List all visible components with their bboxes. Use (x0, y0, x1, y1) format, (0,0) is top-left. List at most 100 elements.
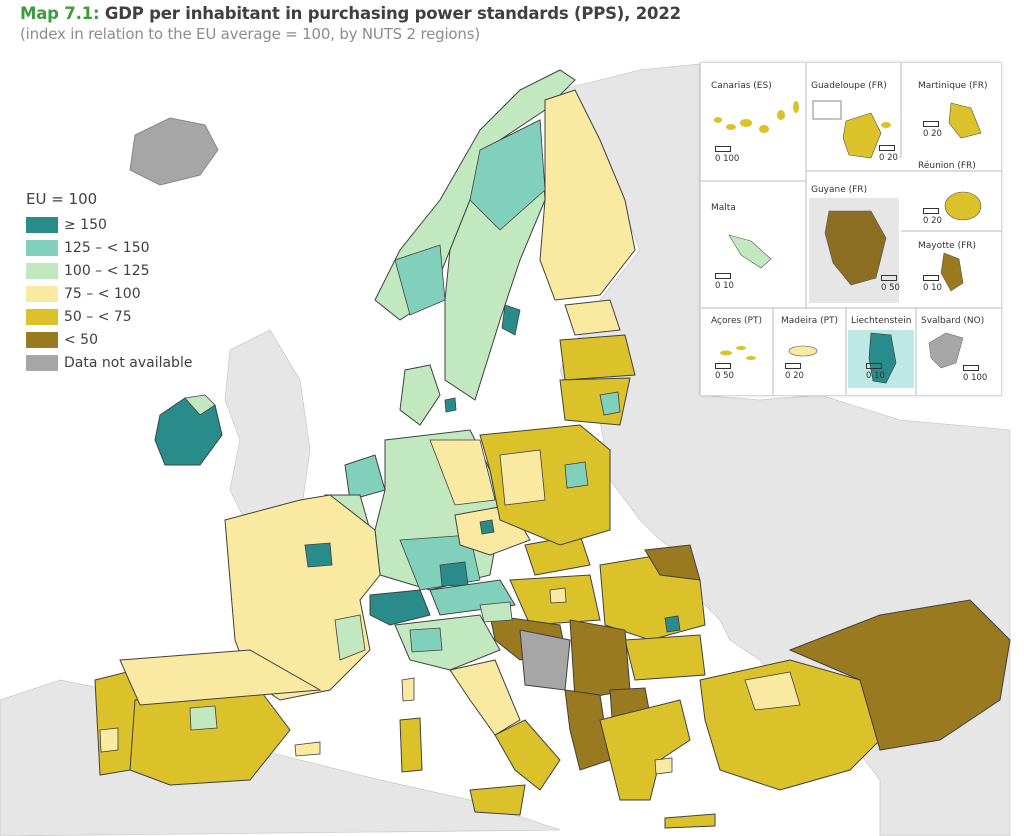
netherlands-region (344, 454, 386, 501)
bulgaria-region (624, 634, 706, 681)
turkey-east-region (788, 599, 1011, 751)
scale-bar-mayotte: 0 10 (923, 275, 942, 293)
map-subtitle: (index in relation to the EU average = 1… (20, 25, 480, 43)
inset-maps-panel: Canarias (ES) 0 100 Guadeloupe (FR) 0 20… (700, 62, 1002, 396)
scale-label: 0 100 (715, 154, 740, 164)
inset-label-acores: Açores (PT) (711, 316, 762, 326)
legend-label: < 50 (64, 331, 98, 348)
rhone-alpes-region (334, 614, 366, 661)
lisbon-region (99, 727, 119, 753)
inset-label-reunion: Réunion (FR) (918, 161, 976, 171)
sardinia-region (399, 717, 423, 773)
italy-central-region (449, 659, 521, 736)
poland-west-region (499, 449, 546, 506)
northern-ireland-region (184, 394, 216, 416)
serbia-region (569, 619, 631, 701)
prague-region (479, 519, 495, 535)
legend-title: EU = 100 (26, 190, 98, 208)
legend-item: ≥ 150 (26, 213, 192, 236)
warsaw-region (564, 461, 589, 489)
map-number: Map 7.1: (20, 4, 100, 23)
legend-label: Data not available (64, 354, 193, 371)
germany-east-region (429, 439, 496, 506)
slovenia-region (479, 601, 513, 623)
legend-swatch (26, 262, 58, 279)
lithuania-region (559, 377, 631, 426)
scale-label: 0 20 (923, 216, 942, 226)
svalbard-islands (928, 332, 964, 369)
munich-region (439, 561, 469, 587)
scale-bar-madeira: 0 20 (785, 363, 804, 381)
legend-label: ≥ 150 (64, 216, 107, 233)
acores-islands (720, 346, 756, 360)
legend-item: 75 – < 100 (26, 282, 192, 305)
map-title-text: GDP per inhabitant in purchasing power s… (99, 4, 681, 23)
turkey-west-region (699, 659, 881, 791)
reunion-island (944, 191, 982, 221)
scale-bar-acores: 0 50 (715, 363, 734, 381)
martinique-island (948, 102, 982, 139)
bucharest-region (664, 615, 681, 633)
guadeloupe-island (812, 100, 891, 159)
italy-north-region (394, 614, 501, 671)
crete-region (664, 813, 716, 829)
map-title: Map 7.1: GDP per inhabitant in purchasin… (20, 4, 681, 23)
scale-label: 0 100 (963, 373, 988, 383)
estonia-region (564, 299, 621, 336)
scale-label: 0 50 (881, 283, 900, 293)
scale-bar-martinique: 0 20 (923, 121, 942, 139)
legend-item: 125 – < 150 (26, 236, 192, 259)
moldova-region (644, 544, 701, 581)
inset-label-canarias: Canarias (ES) (711, 81, 772, 91)
vilnius-region (599, 391, 621, 416)
legend-swatch (26, 308, 58, 325)
corsica-region (401, 677, 415, 702)
copenhagen-region (444, 397, 457, 413)
inset-label-liechtenstein: Liechtenstein (851, 316, 912, 326)
madeira-island (788, 345, 818, 357)
italy-south-region (494, 719, 561, 791)
latvia-region (559, 334, 636, 381)
legend-swatch (26, 216, 58, 233)
scale-label: 0 20 (785, 371, 804, 381)
spain-north-region (119, 649, 322, 706)
athens-region (654, 757, 673, 775)
scale-label: 0 10 (866, 371, 885, 381)
inset-label-mayotte: Mayotte (FR) (918, 241, 977, 251)
sicily-region (469, 784, 526, 816)
scale-bar-reunion: 0 20 (923, 208, 942, 226)
scale-label: 0 20 (879, 153, 898, 163)
map-legend: EU = 100 ≥ 150 125 – < 150 100 – < 125 7… (26, 190, 192, 374)
legend-swatch (26, 331, 58, 348)
scale-label: 0 10 (923, 283, 942, 293)
legend-label: 50 – < 75 (64, 308, 132, 325)
scale-bar-svalbard: 0 100 (963, 365, 987, 383)
balearic-region (294, 741, 321, 757)
legend-swatch (26, 239, 58, 256)
iceland-region (129, 117, 219, 186)
stockholm-region (501, 304, 521, 336)
sweden-north-region (469, 119, 546, 231)
scale-bar-guyane: 0 50 (881, 275, 900, 293)
inset-label-madeira: Madeira (PT) (781, 316, 839, 326)
milan-region (409, 627, 443, 653)
scale-bar-liechtenstein: 0 10 (866, 363, 885, 381)
inset-label-martinique: Martinique (FR) (918, 81, 988, 91)
legend-item: < 50 (26, 328, 192, 351)
bosnia-region (519, 629, 571, 691)
legend-item: 100 – < 125 (26, 259, 192, 282)
legend-item: 50 – < 75 (26, 305, 192, 328)
legend-label: 100 – < 125 (64, 262, 150, 279)
legend-swatch (26, 285, 58, 302)
denmark-region (399, 364, 441, 426)
inset-dividers (701, 63, 1001, 395)
ireland-region (154, 397, 223, 466)
inset-label-svalbard: Svalbard (NO) (921, 316, 985, 326)
istanbul-region (744, 671, 801, 711)
switzerland-region (369, 589, 431, 626)
scale-bar-guadeloupe: 0 20 (879, 145, 898, 163)
paris-region (304, 542, 333, 568)
montenegro-albania-region (564, 689, 611, 771)
guyane-region (824, 210, 887, 286)
malta-island (728, 234, 772, 269)
